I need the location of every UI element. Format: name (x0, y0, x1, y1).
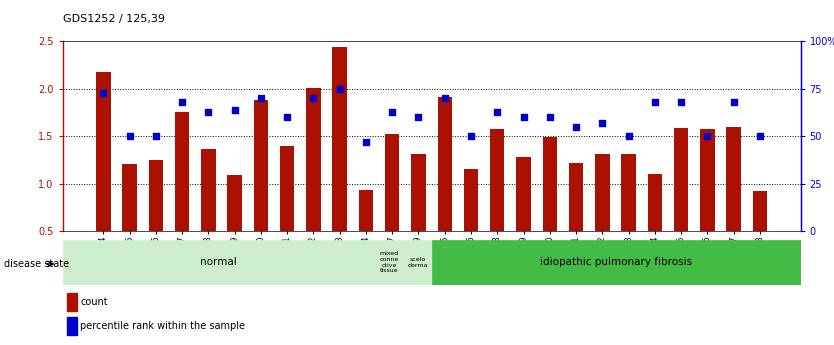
Text: scelo
derma: scelo derma (407, 257, 428, 268)
Bar (123, 164, 137, 279)
Text: count: count (80, 297, 108, 307)
Bar (464, 169, 478, 279)
Point (228, 107, 241, 112)
Bar (175, 112, 189, 279)
Point (412, 115, 425, 120)
Bar (595, 154, 610, 279)
Point (97, 90, 110, 95)
Text: idiopathic pulmonary fibrosis: idiopathic pulmonary fibrosis (540, 257, 692, 267)
Bar (438, 97, 452, 279)
Bar (280, 146, 294, 279)
Point (570, 124, 583, 129)
Point (254, 96, 268, 101)
Bar (385, 134, 399, 279)
Point (202, 109, 215, 115)
Bar (359, 190, 373, 279)
Bar (543, 137, 557, 279)
Point (280, 115, 294, 120)
Text: disease state: disease state (4, 259, 69, 269)
Point (622, 134, 636, 139)
Bar (516, 157, 530, 279)
Point (490, 109, 504, 115)
Point (648, 99, 661, 105)
Bar (569, 163, 583, 279)
Point (333, 86, 346, 91)
Bar (726, 127, 741, 279)
Bar (201, 149, 216, 279)
Point (359, 139, 373, 145)
Point (727, 99, 741, 105)
Bar (621, 154, 636, 279)
Bar (96, 72, 111, 279)
Bar (752, 191, 767, 279)
Bar (148, 160, 163, 279)
Bar (63, 240, 374, 285)
Bar (432, 240, 801, 285)
Bar (674, 128, 688, 279)
Text: percentile rank within the sample: percentile rank within the sample (80, 321, 245, 331)
Point (675, 99, 688, 105)
Bar (306, 88, 320, 279)
Point (517, 115, 530, 120)
Point (149, 134, 163, 139)
Bar (490, 129, 505, 279)
Point (701, 134, 714, 139)
Bar (647, 174, 662, 279)
Bar (333, 47, 347, 279)
Bar (254, 100, 268, 279)
Point (753, 134, 766, 139)
Point (438, 96, 451, 101)
Bar (700, 129, 715, 279)
Bar (374, 240, 403, 285)
Point (543, 115, 556, 120)
Point (123, 134, 136, 139)
Text: normal: normal (200, 257, 237, 267)
Point (307, 96, 320, 101)
Point (465, 134, 478, 139)
Text: GDS1252 / 125,39: GDS1252 / 125,39 (63, 14, 164, 24)
Bar (228, 175, 242, 279)
Point (595, 120, 609, 126)
Point (175, 99, 188, 105)
Point (385, 109, 399, 115)
Bar (411, 154, 425, 279)
Bar (403, 240, 432, 285)
Text: mixed
conne
ctive
tissue: mixed conne ctive tissue (379, 251, 399, 273)
